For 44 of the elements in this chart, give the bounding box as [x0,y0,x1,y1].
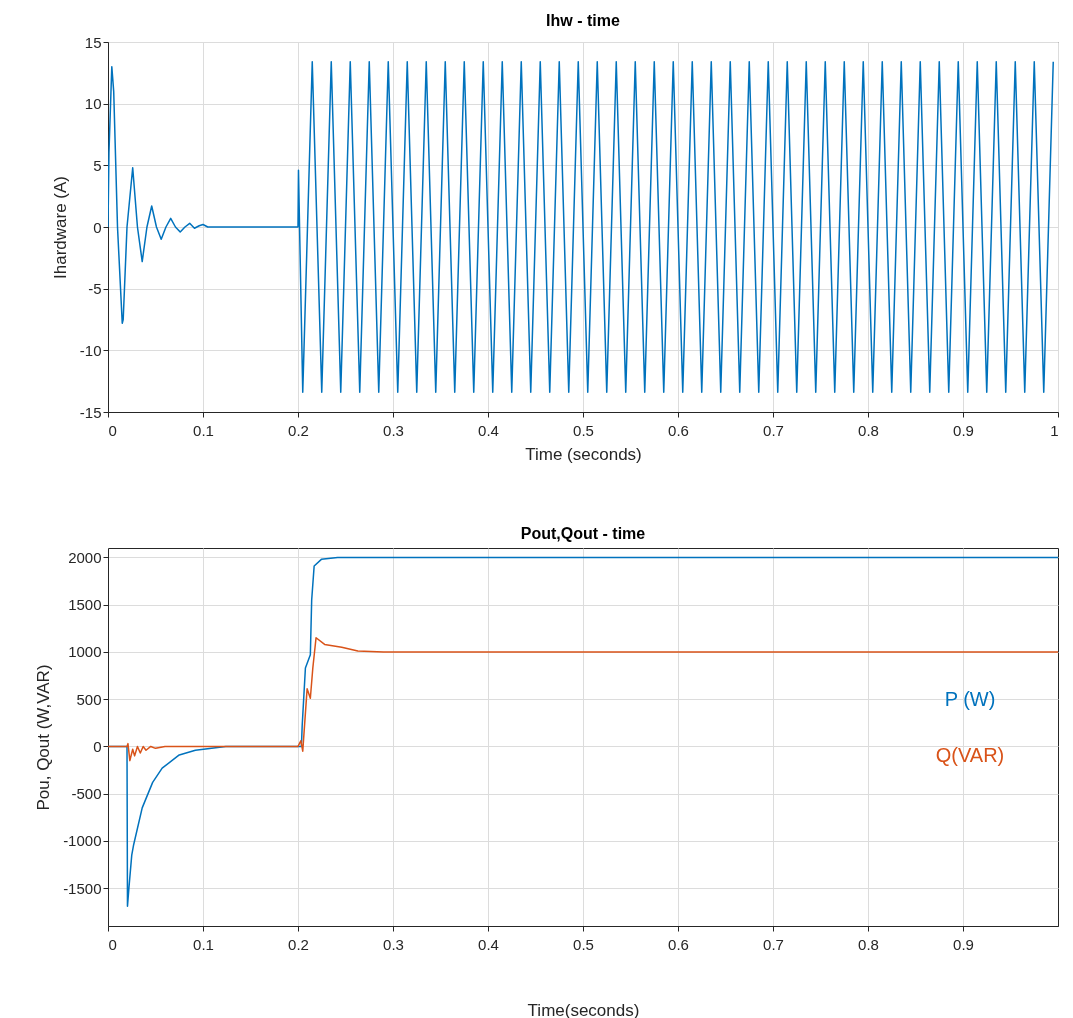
y-tick-label: 0 [93,737,102,755]
x-tick-label: 1 [1050,421,1059,439]
x-tick-label: 0.3 [383,421,404,439]
y-tick-label: -1500 [63,879,102,897]
y-tick-label: -10 [79,341,102,359]
chart-title: Pout,Qout - time [520,525,646,542]
x-tick-label: 0.4 [478,421,499,439]
y-tick-label: 10 [84,95,102,113]
x-axis-title: Time (seconds) [525,444,642,464]
x-tick-label: 0.9 [953,935,974,953]
y-axis-title: Pou, Qout (W,VAR) [34,664,54,811]
x-tick-label: 0.6 [668,421,689,439]
x-tick-label: 0.7 [763,935,784,953]
y-tick-label: 1500 [68,596,102,614]
x-tick-label: 0.8 [858,935,879,953]
x-tick-label: 0.6 [668,935,689,953]
x-tick-label: 0.9 [953,421,974,439]
text: Q(VAR) [935,744,1005,766]
x-tick-label: 0.5 [573,421,594,439]
y-tick-label: -5 [88,280,102,298]
chart-title: Ihw - time [546,12,620,29]
x-tick-label: 0.1 [193,421,214,439]
x-tick-label: 0.4 [478,935,499,953]
x-tick-label: 0.2 [288,935,309,953]
x-tick-label: 0.8 [858,421,879,439]
x-tick-label: 0.2 [288,421,309,439]
y-axis-title: Ihardware (A) [50,176,70,279]
x-tick-label: 0.7 [763,421,784,439]
x-tick-label: 0.1 [193,935,214,953]
line-series [108,60,1054,394]
y-tick-label: 15 [84,33,102,51]
y-tick-label: -1000 [63,832,102,850]
y-tick-label: -15 [79,403,102,421]
x-tick-label: 0 [108,421,117,439]
y-tick-label: -500 [71,785,102,803]
x-tick-label: 0.5 [573,935,594,953]
y-tick-label: 5 [93,156,102,174]
y-tick-label: 1000 [68,643,102,661]
text: P (W) [944,688,996,710]
x-tick-label: 0 [108,935,117,953]
x-tick-label: 0.3 [383,935,404,953]
y-tick-label: 2000 [68,548,102,566]
y-tick-label: 500 [76,690,102,708]
y-tick-label: 0 [93,218,102,236]
